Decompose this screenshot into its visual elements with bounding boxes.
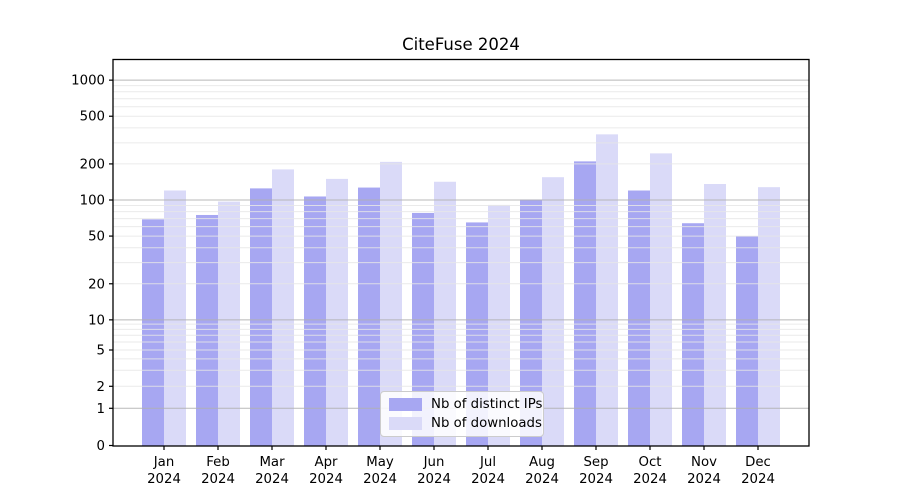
bar-downloads: [596, 134, 618, 447]
bar-downloads: [380, 161, 402, 446]
y-tick-label: 1000: [71, 74, 105, 89]
legend-label-distinct-ips: Nb of distinct IPs: [431, 397, 543, 412]
x-tick-label: Sep: [583, 455, 608, 470]
chart-title: CiteFuse 2024: [402, 35, 520, 54]
legend-swatch-downloads: [389, 417, 422, 430]
x-tick-label-year: 2024: [309, 472, 343, 487]
y-tick-label: 10: [88, 313, 105, 328]
x-tick-label: Mar: [259, 455, 285, 470]
bar-distinct-ips: [250, 188, 272, 447]
bar-distinct-ips: [628, 190, 650, 446]
legend-item-downloads: Nb of downloads: [389, 416, 542, 431]
bar-downloads: [272, 169, 294, 447]
y-tick-label: 0: [97, 439, 105, 454]
bar-distinct-ips: [574, 161, 596, 446]
x-tick-label-year: 2024: [741, 472, 775, 487]
legend-item-distinct-ips: Nb of distinct IPs: [389, 397, 542, 412]
x-tick-label-year: 2024: [579, 472, 613, 487]
bar-distinct-ips: [682, 223, 704, 446]
x-tick-label: Jul: [479, 455, 496, 470]
bar-downloads: [326, 178, 348, 447]
bar-downloads: [758, 187, 780, 446]
x-tick-label-year: 2024: [363, 472, 397, 487]
x-tick-label: Oct: [639, 455, 662, 470]
bar-distinct-ips: [142, 219, 164, 446]
bar-downloads: [542, 177, 564, 446]
legend-swatch-distinct-ips: [389, 398, 422, 411]
x-tick-label: Apr: [314, 455, 338, 470]
bar-downloads: [164, 190, 186, 446]
x-tick-label-year: 2024: [201, 472, 235, 487]
legend: Nb of distinct IPs Nb of downloads: [380, 391, 544, 437]
x-tick-label-year: 2024: [633, 472, 667, 487]
y-tick-label: 5: [97, 344, 105, 359]
y-tick-label: 2: [97, 380, 105, 395]
x-tick-label-year: 2024: [147, 472, 181, 487]
x-tick-label: Aug: [529, 455, 555, 470]
y-tick-label: 1: [97, 402, 105, 417]
bar-downloads: [650, 153, 672, 446]
x-tick-label: Jan: [153, 455, 175, 470]
bar-distinct-ips: [304, 196, 326, 446]
legend-label-downloads: Nb of downloads: [431, 416, 542, 431]
x-tick-label-year: 2024: [525, 472, 559, 487]
y-tick-label: 200: [80, 157, 105, 172]
x-tick-label-year: 2024: [255, 472, 289, 487]
x-tick-label-year: 2024: [417, 472, 451, 487]
y-tick-label: 20: [88, 277, 105, 292]
bar-distinct-ips: [466, 222, 488, 446]
x-tick-label: Feb: [206, 455, 230, 470]
axis-frame: [112, 58, 810, 447]
x-tick-label-year: 2024: [471, 472, 505, 487]
x-tick-label-year: 2024: [687, 472, 721, 487]
x-tick-label: May: [366, 455, 394, 470]
bar-distinct-ips: [520, 199, 542, 446]
y-tick-label: 500: [80, 110, 105, 125]
y-tick-label: 100: [80, 194, 105, 209]
y-tick-label: 50: [88, 230, 105, 245]
x-tick-label: Dec: [745, 455, 771, 470]
bar-downloads: [704, 183, 726, 446]
x-tick-label: Nov: [691, 455, 717, 470]
bar-distinct-ips: [736, 236, 758, 446]
bar-downloads: [488, 204, 510, 446]
bar-distinct-ips: [196, 214, 218, 446]
x-tick-label: Jun: [423, 455, 445, 470]
bar-distinct-ips: [358, 187, 380, 446]
